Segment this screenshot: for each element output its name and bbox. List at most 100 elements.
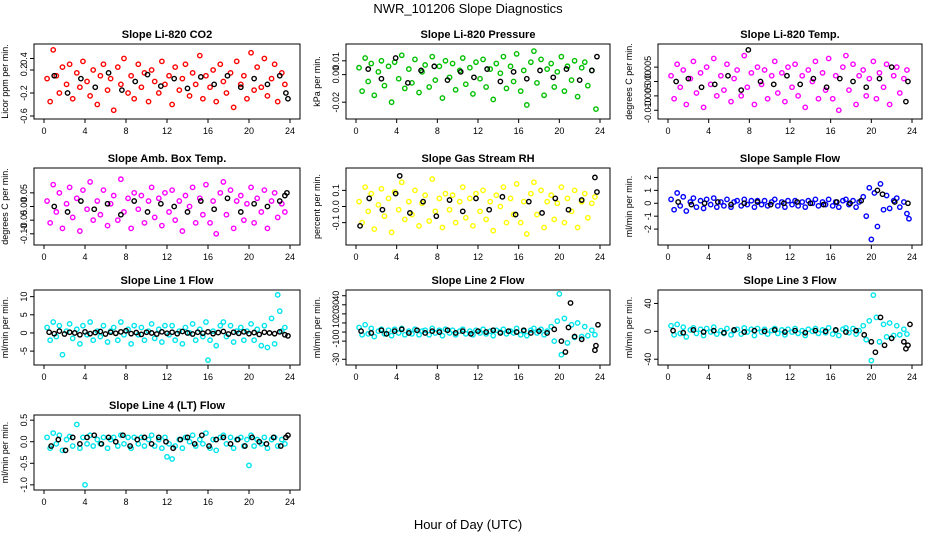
data-point [261,434,268,441]
data-point [794,199,801,205]
data-point [578,336,585,343]
data-point [874,187,881,194]
data-point [581,59,588,66]
data-point [371,226,378,232]
data-point [548,60,555,67]
y-tick-label: -1.0 [19,477,29,493]
y-tick-label: 40 [643,298,653,308]
data-point [104,339,111,345]
data-point [734,326,741,333]
data-point [754,64,761,71]
data-point [812,327,819,334]
data-point [166,209,172,215]
y-tick-label: -2 [643,225,653,233]
data-point [151,78,158,85]
data-point [693,204,700,211]
data-point [792,327,798,334]
data-point [697,326,704,333]
y-tick-label: -0.6 [19,108,29,124]
data-point [227,69,234,76]
data-point [512,211,519,218]
data-point [452,86,459,93]
data-point [61,331,68,337]
data-point [365,208,372,215]
data-point [94,101,101,108]
data-point [784,72,790,79]
data-point [751,204,758,211]
x-tick-label: 8 [435,372,440,382]
data-point [172,64,179,71]
data-point [194,329,201,336]
data-point [490,327,497,334]
data-point [802,104,809,111]
data-point [420,198,426,205]
data-point [90,443,97,449]
data-point [774,90,781,96]
data-point [46,329,53,336]
data-point [391,328,398,335]
data-point [80,322,86,329]
data-point [761,328,768,335]
data-point [230,445,237,452]
data-point [131,189,138,196]
data-point [905,342,911,349]
data-point [471,74,477,81]
data-point [802,329,809,336]
data-point [835,107,842,114]
data-point [527,190,534,197]
data-point [551,338,558,345]
data-point [815,330,822,337]
data-point [483,216,490,223]
data-point [66,329,73,336]
data-point [770,81,777,88]
data-point [94,198,101,204]
data-point [856,327,863,334]
data-point [741,52,748,59]
data-point [574,93,581,100]
data-point [444,327,451,334]
data-point [717,199,724,205]
data-point [714,199,721,205]
data-point [503,85,510,92]
data-point [473,195,479,202]
data-point [764,95,771,102]
data-point [141,219,148,226]
data-point [531,48,537,55]
data-point [362,55,369,61]
data-point [467,330,474,337]
data-point [162,189,168,196]
data-point [701,200,708,207]
data-point [497,330,504,336]
data-point [561,219,568,226]
y-tick-label: -10 [331,335,341,348]
data-point [237,81,244,88]
x-tick-label: 4 [394,372,399,382]
data-point [414,327,420,334]
data-point [223,90,230,96]
data-point [584,332,591,339]
data-point [51,330,58,337]
data-point [224,195,231,202]
data-point [877,181,884,187]
data-point [527,330,534,336]
data-point [215,329,222,336]
data-point [131,95,138,102]
data-point [693,90,700,96]
y-tick-label: 0.005 [643,56,653,79]
data-point [507,195,514,202]
data-point [155,436,162,443]
data-point [562,349,569,355]
y-tick-label: 0.2 [19,64,29,77]
data-point [148,320,155,327]
data-point [728,201,734,208]
data-point [184,434,191,441]
data-point [507,63,514,70]
data-point [213,436,220,443]
data-point [84,434,90,441]
data-point [405,330,412,336]
plot-title: Slope Line 3 Flow [744,275,837,287]
data-point [182,61,189,68]
data-point [449,60,456,67]
data-point [141,337,148,344]
data-point [554,200,561,207]
